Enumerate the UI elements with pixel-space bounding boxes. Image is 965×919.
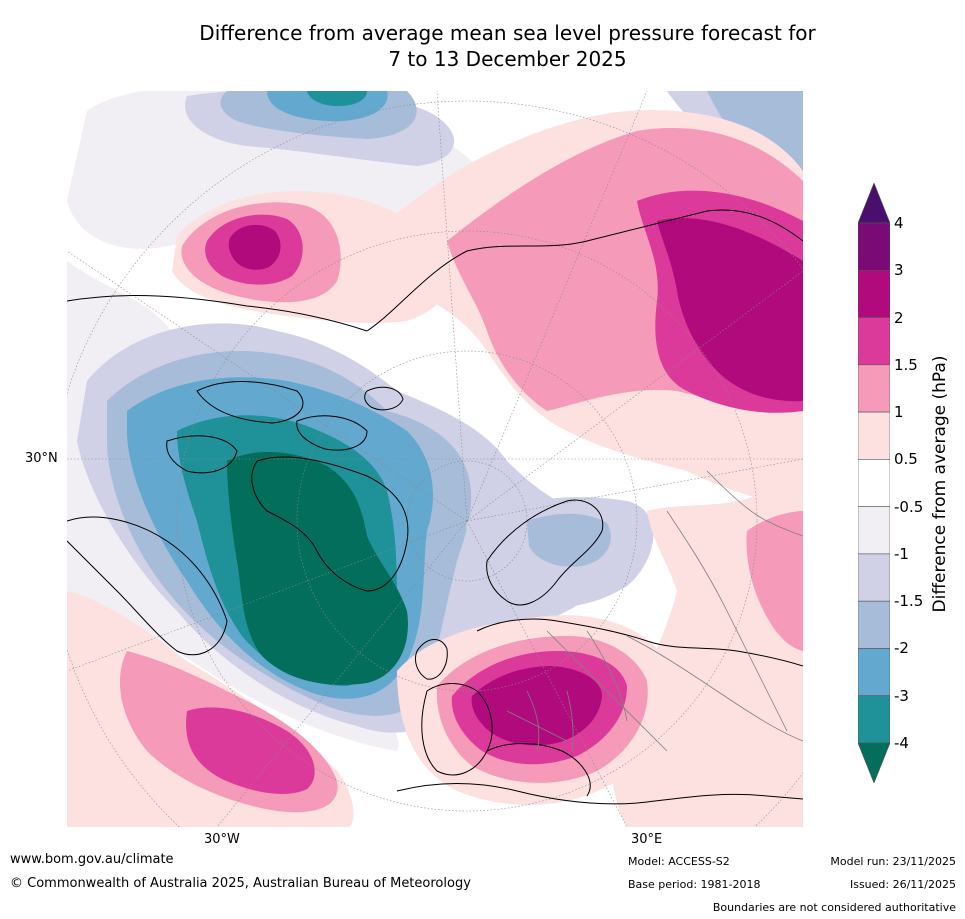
base-period-text: Base period: 1981-2018 — [628, 878, 761, 891]
colorbar-bin — [858, 648, 890, 697]
contour-pos-se-2 — [746, 511, 803, 651]
colorbar-bin — [858, 600, 890, 649]
contour-neg-scandinavia-2 — [527, 513, 611, 567]
colorbar-bin — [858, 317, 890, 366]
chart-title: Difference from average mean sea level p… — [0, 20, 965, 72]
colorbar-label: Difference from average (hPa) — [930, 355, 950, 613]
longitude-label-30e: 30°E — [631, 832, 663, 847]
colorbar-bin — [858, 183, 890, 224]
pressure-anomaly-map — [67, 91, 803, 827]
issued-text: Issued: 26/11/2025 — [849, 878, 956, 891]
contour-pos-europe-4 — [471, 666, 602, 746]
colorbar-tick-label: 0.5 — [894, 450, 918, 469]
model-run-text: Model run: 23/11/2025 — [830, 855, 956, 868]
colorbar-tick-label: -4 — [894, 734, 909, 752]
colorbar-bin — [858, 364, 890, 413]
colorbar-bin — [858, 459, 890, 507]
colorbar — [858, 183, 890, 783]
colorbar-tick-label: 4 — [894, 214, 904, 232]
contour-neg-north-4 — [307, 91, 367, 107]
coastlines — [67, 209, 803, 805]
colorbar-tick-label: -0.5 — [894, 497, 924, 516]
country-borders — [506, 470, 803, 752]
website-link[interactable]: www.bom.gov.au/climate — [10, 852, 174, 867]
model-text: Model: ACCESS-S2 — [628, 855, 730, 868]
contour-neg-greenland-5 — [227, 451, 408, 685]
colorbar-bin — [858, 553, 890, 602]
colorbar-bin — [858, 269, 890, 318]
colorbar-tick-label: -1 — [894, 544, 909, 563]
colorbar-bin — [858, 411, 890, 460]
colorbar-tick-label: -2 — [894, 639, 909, 658]
colorbar-tick-label: 1.5 — [894, 355, 918, 374]
colorbar-tick-label: -1.5 — [894, 592, 924, 611]
contour-pos-russia-2 — [657, 217, 803, 402]
title-line-1: Difference from average mean sea level p… — [199, 21, 816, 45]
longitude-label-30w: 30°W — [204, 832, 240, 847]
colorbar-tick-label: -3 — [894, 686, 909, 705]
boundaries-note: Boundaries are not considered authoritat… — [712, 901, 956, 914]
colorbar-bin — [858, 506, 890, 555]
colorbar-bin — [858, 695, 890, 744]
colorbar-tick-label: 1 — [894, 403, 904, 422]
title-line-2: 7 to 13 December 2025 — [388, 47, 627, 71]
colorbar-tick-label: 2 — [894, 308, 904, 327]
colorbar-bin — [858, 222, 890, 271]
colorbar-bin — [858, 742, 890, 783]
copyright-text: © Commonwealth of Australia 2025, Austra… — [10, 876, 471, 891]
latitude-label-30n: 30°N — [25, 451, 58, 466]
colorbar-tick-label: 3 — [894, 261, 904, 280]
contour-pos-sw-3 — [186, 707, 315, 794]
contour-pos-nw-4 — [228, 224, 281, 270]
